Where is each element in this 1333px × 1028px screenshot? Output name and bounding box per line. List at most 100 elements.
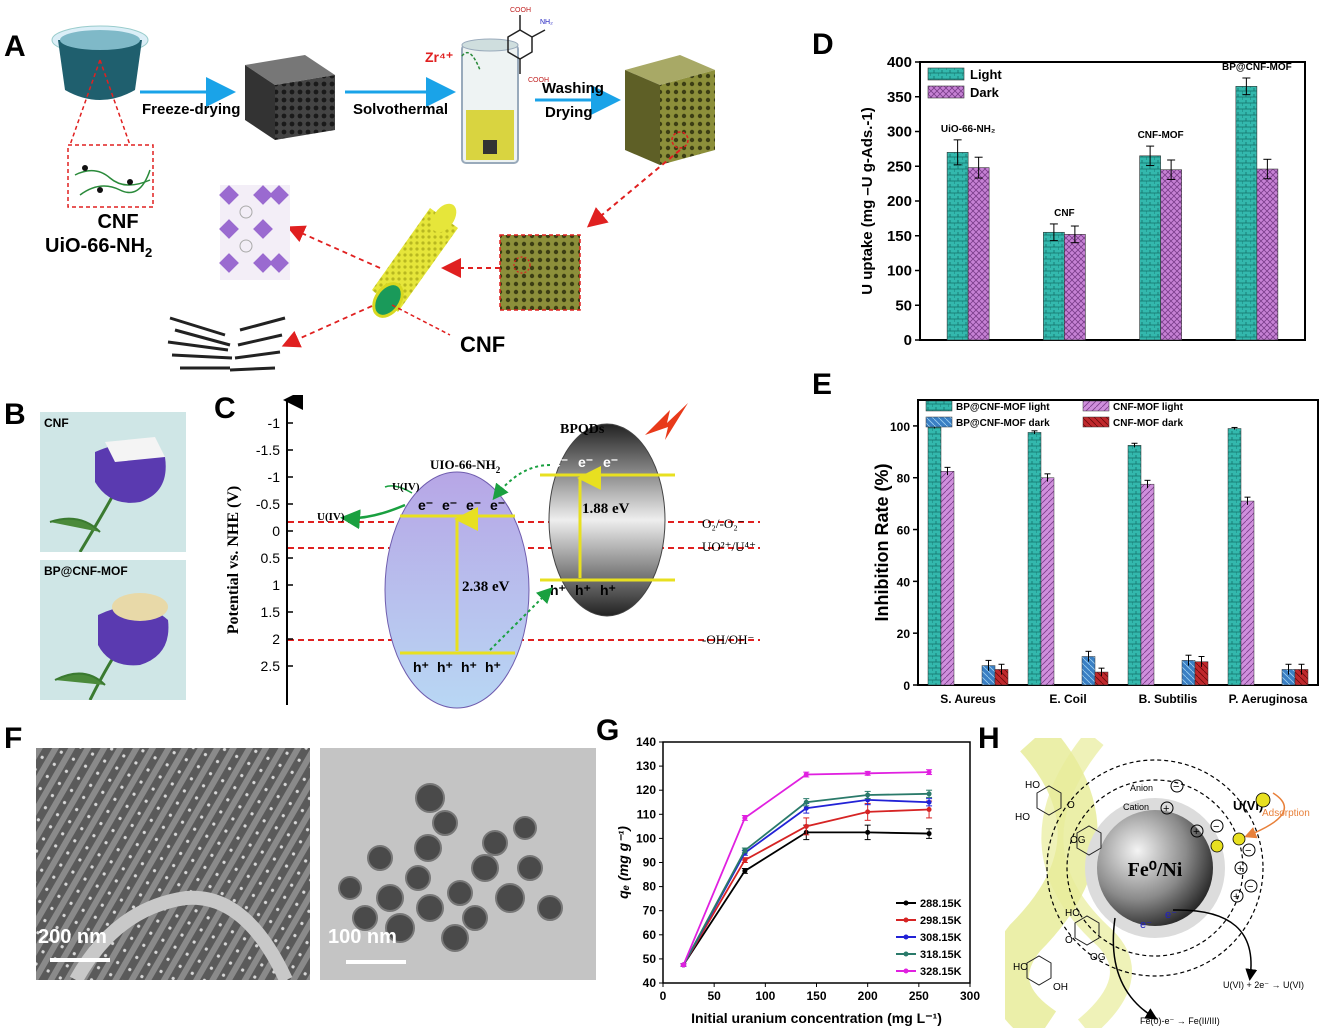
panel-d-chart: 0 50 100 150 200 250 300 350 400 U uptake (mg –U … bbox=[859, 54, 1306, 349]
c-tick-label: 1.5 bbox=[261, 604, 281, 620]
photo-label-bp-cnf-mof: BP@CNF-MOF bbox=[44, 564, 128, 578]
ho-label-3: HO bbox=[1065, 908, 1080, 919]
g-y-tick-label: 100 bbox=[636, 831, 656, 845]
g-y-tick-label: 90 bbox=[643, 856, 657, 870]
g-legend-label: 328.15K bbox=[920, 966, 962, 978]
c-y-axis-label: Potential vs. NHE (V) bbox=[225, 486, 242, 634]
step-freeze-drying: Freeze-drying bbox=[142, 101, 240, 118]
pore-zoom-box bbox=[499, 234, 581, 311]
ho-label-4: HO bbox=[1013, 962, 1028, 973]
svg-text:e⁻: e⁻ bbox=[418, 497, 433, 513]
charge-icons: − + − + − + + − bbox=[1160, 779, 1258, 903]
tem-particle bbox=[385, 913, 415, 943]
cnf-photo: CNF bbox=[40, 412, 186, 553]
panel-h-label: H bbox=[978, 722, 1000, 755]
c-tick-label: -1 bbox=[268, 415, 281, 431]
panel-d-label: D bbox=[812, 28, 834, 61]
adsorption-label: Adsorption bbox=[1262, 808, 1310, 819]
e-bar-1 bbox=[1240, 500, 1255, 686]
g-legend-marker bbox=[903, 968, 909, 974]
panel-c-band-diagram: -1 -1.5 -1 -0.5 0 0.5 1 1.5 2 2.5 Potential vs. N… bbox=[225, 395, 760, 709]
svg-text:h⁺: h⁺ bbox=[461, 659, 477, 675]
e-legend-swatch bbox=[1082, 416, 1110, 428]
sem-scale-label: 200 nm bbox=[38, 926, 107, 948]
bp-cnf-mof-photo: BP@CNF-MOF bbox=[40, 560, 186, 701]
tem-particle bbox=[416, 894, 444, 922]
o-label-2: O bbox=[1065, 935, 1073, 946]
d-legend-label: Dark bbox=[970, 85, 1000, 100]
e-bar-1 bbox=[1140, 483, 1155, 686]
d-y-tick-label: 100 bbox=[887, 263, 912, 280]
autoclave-icon bbox=[461, 38, 519, 164]
panel-g-chart: 40 50 60 70 80 90 100 110 120 130 140 0 50 100 150 200 2… bbox=[615, 735, 980, 1026]
tem-particle bbox=[367, 845, 393, 871]
panel-e-label: E bbox=[812, 368, 833, 401]
e-x-tick-label: B. Subtilis bbox=[1139, 692, 1198, 706]
e-legend-label: CNF-MOF light bbox=[1113, 402, 1184, 413]
svg-text:e⁻: e⁻ bbox=[553, 454, 568, 470]
ho-label-1: HO bbox=[1025, 780, 1040, 791]
d-y-tick-label: 400 bbox=[887, 54, 912, 71]
g-y-tick-label: 130 bbox=[636, 759, 656, 773]
g-x-tick-label: 100 bbox=[755, 989, 775, 1003]
nh2-label: NH₂ bbox=[540, 19, 553, 26]
g-point bbox=[742, 815, 748, 821]
e-bar-0 bbox=[1227, 428, 1242, 686]
d-bar-annotation: UiO-66-NH₂ bbox=[941, 124, 995, 135]
g-point bbox=[742, 857, 748, 863]
d-legend-swatch bbox=[927, 85, 965, 99]
g-legend-marker bbox=[903, 900, 909, 906]
g-point bbox=[803, 772, 809, 778]
d-y-axis-label: U uptake (mg –U g-Ads.-1) bbox=[859, 107, 876, 295]
d-bar-0 bbox=[1043, 231, 1065, 341]
bp-gap-label: 1.88 eV bbox=[582, 501, 630, 517]
svg-text:e⁻: e⁻ bbox=[578, 454, 593, 470]
panel-c-label: C bbox=[214, 392, 236, 425]
e-y-tick-label: 40 bbox=[897, 575, 911, 589]
black-phosphorus-icon bbox=[167, 316, 286, 372]
d-legend-label: Light bbox=[970, 67, 1002, 82]
tem-scale-bar bbox=[346, 960, 406, 964]
c-tick-label: 1 bbox=[272, 577, 280, 593]
d-bar-0 bbox=[946, 152, 969, 341]
tem-particle bbox=[338, 876, 362, 900]
g-y-tick-label: 80 bbox=[643, 880, 657, 894]
e-y-tick-label: 60 bbox=[897, 524, 911, 538]
g-x-tick-label: 0 bbox=[660, 989, 667, 1003]
svg-text:+: + bbox=[1233, 891, 1239, 903]
panel-a-schematic: CNF UiO-66-NH2 Freeze-drying Solvotherma… bbox=[45, 7, 715, 372]
anion-label: Anion bbox=[1130, 783, 1153, 793]
panel-e-chart: 0 20 40 60 80 100 Inhibition Rate (%) S. Aureus… bbox=[872, 399, 1319, 706]
polyphenol-bottom bbox=[1026, 915, 1100, 986]
cnf-label: CNF bbox=[97, 211, 138, 233]
g-y-tick-label: 120 bbox=[636, 783, 656, 797]
svg-text:−: − bbox=[1173, 781, 1179, 793]
g-point bbox=[865, 809, 871, 815]
og-label-1: OG bbox=[1070, 835, 1086, 846]
panel-b-label: B bbox=[4, 398, 26, 431]
cnf-zoom-box bbox=[67, 144, 154, 208]
reaction-fe: Fe(0)-e⁻ → Fe(II/III) bbox=[1140, 1016, 1220, 1026]
e-x-tick-label: P. Aeruginosa bbox=[1229, 692, 1308, 706]
cnf-aerogel-icon bbox=[245, 55, 335, 140]
photo-label-cnf: CNF bbox=[44, 416, 69, 430]
uiv-label-2: U(IV) bbox=[317, 511, 345, 523]
uio-holes: h⁺ h⁺ h⁺ h⁺ bbox=[413, 659, 501, 675]
svg-text:h⁺: h⁺ bbox=[485, 659, 501, 675]
svg-text:h⁺: h⁺ bbox=[600, 582, 616, 598]
e-y-tick-label: 100 bbox=[890, 420, 910, 434]
e-legend-swatch bbox=[1082, 400, 1110, 412]
reaction-uvi: U(VI) + 2e⁻ → U(VI) bbox=[1223, 980, 1304, 990]
e-y-tick-label: 20 bbox=[897, 627, 911, 641]
g-point bbox=[926, 799, 932, 805]
bpqds-label: BPQDs bbox=[560, 422, 605, 437]
c-tick-label: -1.5 bbox=[256, 442, 280, 458]
g-y-tick-label: 110 bbox=[637, 807, 657, 821]
g-x-tick-label: 150 bbox=[806, 989, 826, 1003]
tem-particle bbox=[537, 895, 563, 921]
g-point bbox=[742, 868, 748, 874]
e-legend-label: CNF-MOF dark bbox=[1113, 418, 1183, 429]
svg-text:h⁺: h⁺ bbox=[437, 659, 453, 675]
g-point bbox=[865, 792, 871, 798]
d-y-tick-label: 250 bbox=[887, 158, 912, 175]
